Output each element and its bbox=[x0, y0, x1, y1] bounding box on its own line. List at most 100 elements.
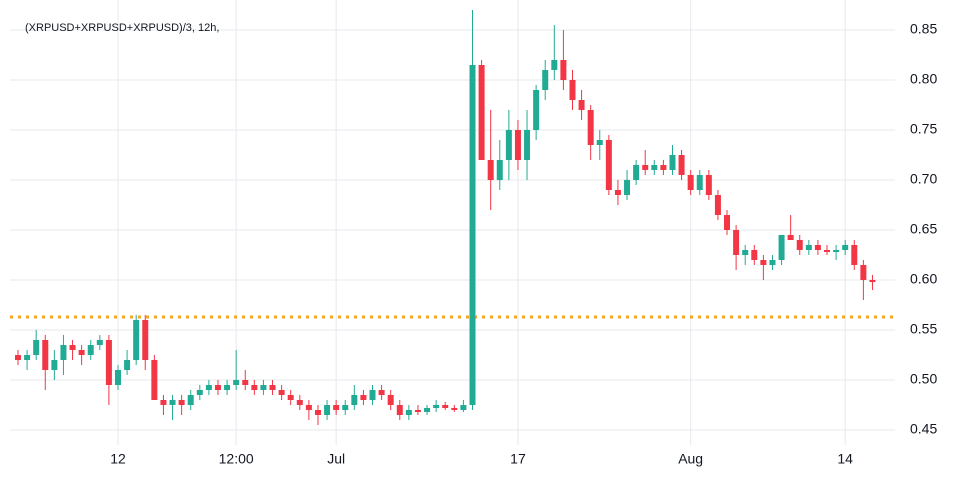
candle-body bbox=[769, 260, 776, 265]
candle-body bbox=[296, 400, 303, 405]
candle-body bbox=[133, 320, 140, 360]
x-tick-label: Aug bbox=[678, 451, 703, 467]
candle-body bbox=[469, 65, 476, 405]
x-tick-label: 12 bbox=[110, 451, 126, 467]
candle-body bbox=[569, 80, 576, 100]
candle-body bbox=[724, 215, 731, 230]
candle-body bbox=[751, 250, 758, 260]
candle-body bbox=[833, 250, 840, 252]
y-tick-label: 0.50 bbox=[910, 371, 937, 387]
candle-body bbox=[651, 165, 658, 170]
y-tick-label: 0.85 bbox=[910, 21, 937, 37]
candle-body bbox=[269, 385, 276, 390]
candle-body bbox=[578, 100, 585, 110]
candle-body bbox=[687, 175, 694, 190]
candle-body bbox=[714, 195, 721, 215]
candle-body bbox=[414, 410, 421, 412]
candle-body bbox=[660, 165, 667, 170]
candle-body bbox=[624, 180, 631, 195]
candle-body bbox=[460, 405, 467, 410]
y-tick-label: 0.45 bbox=[910, 421, 937, 437]
y-tick-label: 0.80 bbox=[910, 71, 937, 87]
candle-body bbox=[287, 395, 294, 400]
candle-body bbox=[333, 405, 340, 410]
candle-body bbox=[360, 395, 367, 400]
candle-body bbox=[224, 385, 231, 390]
y-tick-label: 0.70 bbox=[910, 171, 937, 187]
candle-body bbox=[114, 370, 121, 385]
candle-body bbox=[669, 155, 676, 170]
chart-title: (XRPUSD+XRPUSD+XRPUSD)/3, 12h, bbox=[25, 22, 219, 34]
candle-body bbox=[742, 250, 749, 255]
candle-body bbox=[151, 360, 158, 400]
candle-body bbox=[442, 405, 449, 408]
x-tick-label: Jul bbox=[327, 451, 345, 467]
candle-body bbox=[524, 130, 531, 160]
candle-body bbox=[642, 165, 649, 170]
candle-body bbox=[324, 405, 331, 415]
candle-body bbox=[205, 385, 212, 390]
candle-body bbox=[433, 405, 440, 408]
candle-body bbox=[814, 245, 821, 250]
candle-body bbox=[24, 355, 31, 360]
candle-body bbox=[551, 60, 558, 70]
candle-body bbox=[160, 400, 167, 405]
candle-body bbox=[560, 60, 567, 80]
candle-body bbox=[696, 175, 703, 190]
candle-body bbox=[451, 408, 458, 410]
candle-body bbox=[278, 390, 285, 395]
candle-body bbox=[387, 395, 394, 405]
candle-body bbox=[396, 405, 403, 415]
candle-body bbox=[860, 265, 867, 280]
candle-body bbox=[587, 110, 594, 145]
candle-body bbox=[96, 340, 103, 345]
candle-body bbox=[487, 160, 494, 180]
candle-body bbox=[605, 140, 612, 190]
y-tick-label: 0.65 bbox=[910, 221, 937, 237]
candle-body bbox=[342, 405, 349, 410]
candle-body bbox=[242, 380, 249, 385]
candle-body bbox=[824, 250, 831, 252]
candle-body bbox=[424, 408, 431, 412]
candle-body bbox=[15, 355, 21, 360]
x-tick-label: 14 bbox=[837, 451, 853, 467]
candle-body bbox=[214, 385, 221, 390]
candle-body bbox=[142, 320, 149, 360]
candle-body bbox=[305, 405, 312, 410]
candle-body bbox=[42, 340, 49, 370]
candle-body bbox=[187, 395, 194, 405]
candle-body bbox=[169, 400, 176, 405]
candle-body bbox=[542, 70, 549, 90]
candle-body bbox=[69, 345, 76, 350]
candle-body bbox=[705, 175, 712, 195]
candle-body bbox=[178, 400, 185, 405]
candle-body bbox=[405, 410, 412, 415]
candle-body bbox=[869, 280, 876, 282]
candle-body bbox=[496, 160, 503, 180]
x-tick-label: 17 bbox=[510, 451, 526, 467]
candle-body bbox=[514, 130, 521, 160]
candle-body bbox=[251, 385, 258, 390]
candle-body bbox=[78, 350, 85, 355]
candle-body bbox=[196, 390, 203, 395]
candle-body bbox=[778, 235, 785, 260]
candle-body bbox=[124, 360, 131, 370]
candle-body bbox=[678, 155, 685, 175]
candle-body bbox=[260, 385, 267, 390]
candle-body bbox=[733, 230, 740, 255]
candle-body bbox=[805, 245, 812, 250]
candle-body bbox=[51, 360, 58, 370]
candle-body bbox=[233, 380, 240, 385]
candle-body bbox=[796, 240, 803, 250]
y-tick-label: 0.75 bbox=[910, 121, 937, 137]
candle-body bbox=[614, 190, 621, 195]
candle-body bbox=[478, 65, 485, 160]
candle-body bbox=[60, 345, 67, 360]
candle-body bbox=[633, 165, 640, 180]
candle-body bbox=[787, 235, 794, 240]
candle-body bbox=[505, 130, 512, 160]
candle-body bbox=[378, 390, 385, 395]
candle-body bbox=[33, 340, 40, 355]
x-tick-label: 12:00 bbox=[219, 451, 254, 467]
